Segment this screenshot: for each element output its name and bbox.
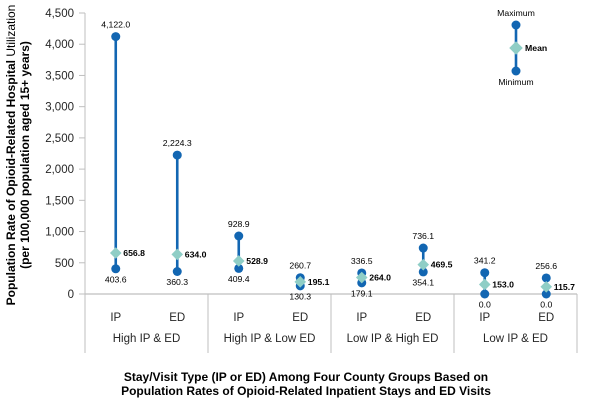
mean-label: 634.0 — [185, 249, 207, 259]
y-tick-label: 1,500 — [45, 195, 74, 207]
x-axis-title: Stay/Visit Type (IP or ED) Among Four Co… — [0, 370, 612, 398]
y-tick-label: 3,000 — [45, 102, 74, 114]
legend-mean-label: Mean — [525, 43, 547, 53]
mean-marker — [109, 247, 122, 259]
min-label: 354.1 — [412, 277, 434, 287]
series-low-ip-ed-ip: 341.2 0.0 153.0 IP — [474, 256, 514, 324]
min-marker — [111, 264, 121, 274]
max-marker — [172, 150, 182, 160]
min-label: 0.0 — [479, 300, 491, 310]
y-tick-label: 0 — [68, 289, 74, 301]
y-tick-label: 3,500 — [45, 70, 74, 82]
min-marker — [418, 267, 428, 277]
y-axis-title: Population Rate of Opioid-Related Hospit… — [4, 5, 32, 306]
y-axis-title-line1-regular: Utilization — [4, 4, 18, 57]
mean-marker — [417, 258, 430, 271]
mean-marker — [232, 255, 245, 267]
series-low-ip-high-ed-ed: 736.1 354.1 469.5 ED — [412, 231, 452, 324]
legend-min-label: Minimum — [498, 77, 533, 87]
mean-label: 469.5 — [431, 260, 453, 270]
max-label: 736.1 — [412, 231, 434, 241]
max-marker — [418, 243, 428, 253]
stay-type-label: ED — [292, 312, 308, 324]
max-marker — [541, 273, 551, 283]
y-axis-title-line2: (per 100,000 population aged 15+ years) — [18, 41, 32, 269]
min-marker — [234, 263, 244, 273]
max-label: 2,224.3 — [163, 138, 192, 148]
mean-label: 656.8 — [123, 248, 145, 258]
x-axis-title-line1: Stay/Visit Type (IP or ED) Among Four Co… — [123, 370, 489, 384]
mean-label: 528.9 — [246, 256, 268, 266]
y-tick-label: 4,000 — [45, 39, 74, 51]
mean-label: 195.1 — [308, 277, 330, 287]
legend-max-marker — [511, 20, 521, 30]
legend-min-marker — [511, 66, 521, 76]
stay-type-label: ED — [538, 312, 554, 324]
min-label: 179.1 — [351, 288, 373, 298]
min-marker — [541, 289, 551, 299]
y-tick-label: 2,500 — [45, 133, 74, 145]
mean-label: 264.0 — [369, 273, 391, 283]
group-label: Low IP & High ED — [347, 333, 439, 345]
max-label: 336.5 — [351, 256, 373, 266]
min-label: 409.4 — [228, 274, 250, 284]
legend-mean-marker — [509, 41, 523, 55]
min-label: 360.3 — [166, 277, 188, 287]
y-axis-title-line1-bold: Population Rate of Opioid-Related Hospit… — [4, 60, 18, 306]
series-high-ip-ed-ed: 2,224.3 360.3 634.0 ED — [163, 138, 207, 324]
stay-type-label: IP — [233, 312, 244, 324]
stay-type-label: ED — [415, 312, 431, 324]
min-label: 130.3 — [289, 291, 311, 301]
group-label: High IP & ED — [113, 333, 181, 345]
mean-label: 153.0 — [492, 279, 514, 289]
mean-marker — [478, 278, 491, 291]
y-tick-label: 500 — [55, 258, 74, 270]
y-tick-label: 4,500 — [45, 8, 74, 20]
max-marker — [111, 32, 121, 42]
stay-type-label: IP — [479, 312, 490, 324]
mean-marker — [355, 271, 368, 284]
min-marker — [480, 289, 490, 299]
max-label: 341.2 — [474, 256, 496, 266]
min-label: 0.0 — [540, 300, 552, 310]
max-label: 928.9 — [228, 219, 250, 229]
min-label: 403.6 — [105, 274, 127, 284]
mean-marker — [171, 248, 184, 261]
stay-type-label: IP — [356, 312, 367, 324]
mean-marker — [540, 280, 553, 293]
series-high-ip-low-ed-ed: 260.7 130.3 195.1 ED — [289, 261, 329, 324]
series-low-ip-high-ed-ip: 336.5 179.1 264.0 IP — [351, 256, 391, 324]
min-marker — [172, 267, 182, 277]
series-high-ip-low-ed-ip: 928.9 409.4 528.9 IP — [228, 219, 268, 324]
max-label: 256.6 — [535, 261, 557, 271]
mean-label: 115.7 — [554, 282, 575, 292]
max-label: 4,122.0 — [101, 20, 130, 30]
legend-max-label: Maximum — [497, 8, 535, 18]
series-high-ip-ed-ip: 4,122.0 403.6 656.8 IP — [101, 20, 145, 324]
group-label: Low IP & ED — [483, 333, 548, 345]
y-axis-title-line1: Population Rate of Opioid-Related Hospit… — [4, 5, 18, 306]
y-tick-label: 1,000 — [45, 227, 74, 239]
max-marker — [234, 231, 244, 241]
legend: Maximum Mean Minimum — [497, 8, 547, 87]
group-label: High IP & Low ED — [224, 333, 316, 345]
max-label: 260.7 — [289, 261, 311, 271]
max-marker — [480, 268, 490, 278]
stay-type-label: ED — [169, 312, 185, 324]
x-axis-title-line2: Population Rates of Opioid-Related Inpat… — [121, 384, 491, 398]
y-tick-label: 2,000 — [45, 164, 74, 176]
stay-type-label: IP — [110, 312, 121, 324]
